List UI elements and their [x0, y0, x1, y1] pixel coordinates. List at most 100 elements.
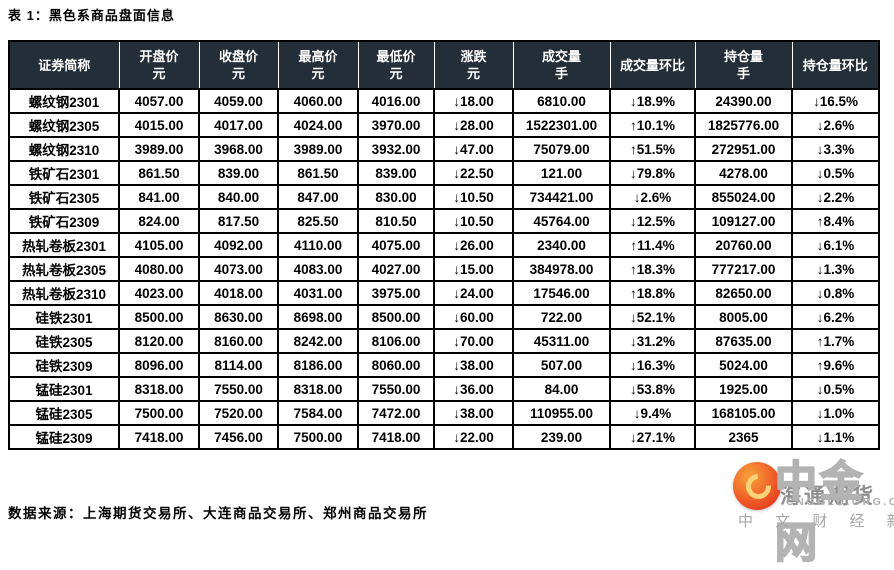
table-row: 铁矿石2309 824.00 817.50 825.50 810.50 ↓10.50 457…: [8, 208, 880, 234]
cell-open: 4057.00: [118, 88, 200, 114]
cell-high: 7500.00: [277, 424, 359, 450]
table-row: 锰硅2301 8318.00 7550.00 8318.00 7550.00 ↓36.00…: [8, 376, 880, 402]
cell-high: 8242.00: [277, 328, 359, 354]
cell-high: 4110.00: [277, 232, 359, 258]
cell-change: ↓36.00: [433, 376, 514, 402]
cell-oi-mom: ↓0.8%: [791, 280, 880, 306]
cell-oi-mom: ↓6.2%: [791, 304, 880, 330]
cell-volume: 121.00: [512, 160, 611, 186]
cell-volume-mom: ↓18.9%: [609, 88, 696, 114]
cell-volume-mom: ↑51.5%: [609, 136, 696, 162]
cell-volume-mom: ↓12.5%: [609, 208, 696, 234]
table-row: 螺纹钢2301 4057.00 4059.00 4060.00 4016.00 ↓18.0…: [8, 88, 880, 114]
table-row: 热轧卷板2301 4105.00 4092.00 4110.00 4075.00 ↓26.…: [8, 232, 880, 258]
cell-low: 3970.00: [357, 112, 435, 138]
cell-oi-mom: ↓3.3%: [791, 136, 880, 162]
cell-change: ↓28.00: [433, 112, 514, 138]
cell-low: 830.00: [357, 184, 435, 210]
cell-change: ↓10.50: [433, 208, 514, 234]
col-header-1: 开盘价元: [118, 41, 199, 90]
cell-volume-mom: ↓27.1%: [609, 424, 696, 450]
cell-volume: 239.00: [512, 424, 611, 450]
cell-low: 7472.00: [357, 400, 435, 426]
cell-change: ↓22.00: [433, 424, 514, 450]
cell-open-interest: 109127.00: [694, 208, 793, 234]
haitong-futures-watermark-text: 海通期货: [780, 485, 876, 508]
cell-oi-mom: ↓16.5%: [791, 88, 880, 114]
cell-high: 4083.00: [277, 256, 359, 282]
market-table: 证券简称 开盘价元收盘价元最高价元最低价元涨跌元成交量手成交量环比 持仓量手持仓量环…: [8, 40, 880, 450]
cell-high: 847.00: [277, 184, 359, 210]
cell-oi-mom: ↓2.6%: [791, 112, 880, 138]
table-row: 锰硅2309 7418.00 7456.00 7500.00 7418.00 ↓22.00…: [8, 424, 880, 450]
cell-change: ↓60.00: [433, 304, 514, 330]
cell-low: 4016.00: [357, 88, 435, 114]
cell-volume-mom: ↑18.8%: [609, 280, 696, 306]
cell-volume: 45764.00: [512, 208, 611, 234]
cell-open: 824.00: [118, 208, 200, 234]
table-row: 热轧卷板2305 4080.00 4073.00 4083.00 4027.00 ↓15.…: [8, 256, 880, 282]
cell-low: 839.00: [357, 160, 435, 186]
cell-open-interest: 20760.00: [694, 232, 793, 258]
cell-oi-mom: ↓1.0%: [791, 400, 880, 426]
cell-name: 锰硅2301: [8, 376, 120, 402]
cell-low: 7418.00: [357, 424, 435, 450]
cell-open: 4105.00: [118, 232, 200, 258]
cell-volume-mom: ↓2.6%: [609, 184, 696, 210]
cell-high: 3989.00: [277, 136, 359, 162]
cell-change: ↓15.00: [433, 256, 514, 282]
cell-name: 锰硅2309: [8, 424, 120, 450]
cell-volume-mom: ↓52.1%: [609, 304, 696, 330]
table-row: 热轧卷板2310 4023.00 4018.00 4031.00 3975.00 ↓24.…: [8, 280, 880, 306]
col-header-9: 持仓量环比: [791, 41, 879, 90]
cell-open-interest: 87635.00: [694, 328, 793, 354]
cell-oi-mom: ↓6.1%: [791, 232, 880, 258]
cell-open: 4015.00: [118, 112, 200, 138]
header-row: 证券简称 开盘价元收盘价元最高价元最低价元涨跌元成交量手成交量环比 持仓量手持仓量环…: [9, 41, 879, 90]
report-page: { "page": { "title": "表 1：黑色系商品盘面信息", "s…: [0, 0, 894, 534]
cell-volume: 2340.00: [512, 232, 611, 258]
cell-high: 4031.00: [277, 280, 359, 306]
table-row: 螺纹钢2305 4015.00 4017.00 4024.00 3970.00 ↓28.0…: [8, 112, 880, 138]
col-header-0: 证券简称: [9, 41, 119, 90]
cell-volume-mom: ↓9.4%: [609, 400, 696, 426]
cell-open-interest: 4278.00: [694, 160, 793, 186]
cell-open: 8120.00: [118, 328, 200, 354]
cell-change: ↓10.50: [433, 184, 514, 210]
cell-high: 8698.00: [277, 304, 359, 330]
cell-volume-mom: ↓16.3%: [609, 352, 696, 378]
cell-oi-mom: ↑1.7%: [791, 328, 880, 354]
cell-open-interest: 168105.00: [694, 400, 793, 426]
cell-low: 4075.00: [357, 232, 435, 258]
cell-close: 817.50: [198, 208, 279, 234]
col-header-7: 成交量环比: [609, 41, 695, 90]
cell-change: ↓70.00: [433, 328, 514, 354]
cell-name: 硅铁2301: [8, 304, 120, 330]
cell-volume-mom: ↑18.3%: [609, 256, 696, 282]
cell-low: 810.50: [357, 208, 435, 234]
cell-close: 7550.00: [198, 376, 279, 402]
cell-open: 861.50: [118, 160, 200, 186]
cell-open-interest: 272951.00: [694, 136, 793, 162]
cell-open-interest: 1825776.00: [694, 112, 793, 138]
table-row: 螺纹钢2310 3989.00 3968.00 3989.00 3932.00 ↓47.0…: [8, 136, 880, 162]
data-source-note: 数据来源：上海期货交易所、大连商品交易所、郑州商品交易所: [8, 506, 428, 521]
cell-oi-mom: ↑9.6%: [791, 352, 880, 378]
cell-volume-mom: ↑11.4%: [609, 232, 696, 258]
cell-volume: 110955.00: [512, 400, 611, 426]
cell-volume: 507.00: [512, 352, 611, 378]
cell-name: 螺纹钢2301: [8, 88, 120, 114]
cell-close: 7520.00: [198, 400, 279, 426]
col-header-4: 最低价元: [357, 41, 434, 90]
cell-open: 8318.00: [118, 376, 200, 402]
table-header: 证券简称 开盘价元收盘价元最高价元最低价元涨跌元成交量手成交量环比 持仓量手持仓量环…: [9, 41, 879, 90]
table-row: 硅铁2301 8500.00 8630.00 8698.00 8500.00 ↓60.00…: [8, 304, 880, 330]
cell-open-interest: 855024.00: [694, 184, 793, 210]
cell-high: 4060.00: [277, 88, 359, 114]
cell-oi-mom: ↓0.5%: [791, 376, 880, 402]
cell-open-interest: 2365: [694, 424, 793, 450]
col-header-2: 收盘价元: [198, 41, 278, 90]
cell-open-interest: 777217.00: [694, 256, 793, 282]
cell-oi-mom: ↓0.5%: [791, 160, 880, 186]
cell-name: 热轧卷板2301: [8, 232, 120, 258]
